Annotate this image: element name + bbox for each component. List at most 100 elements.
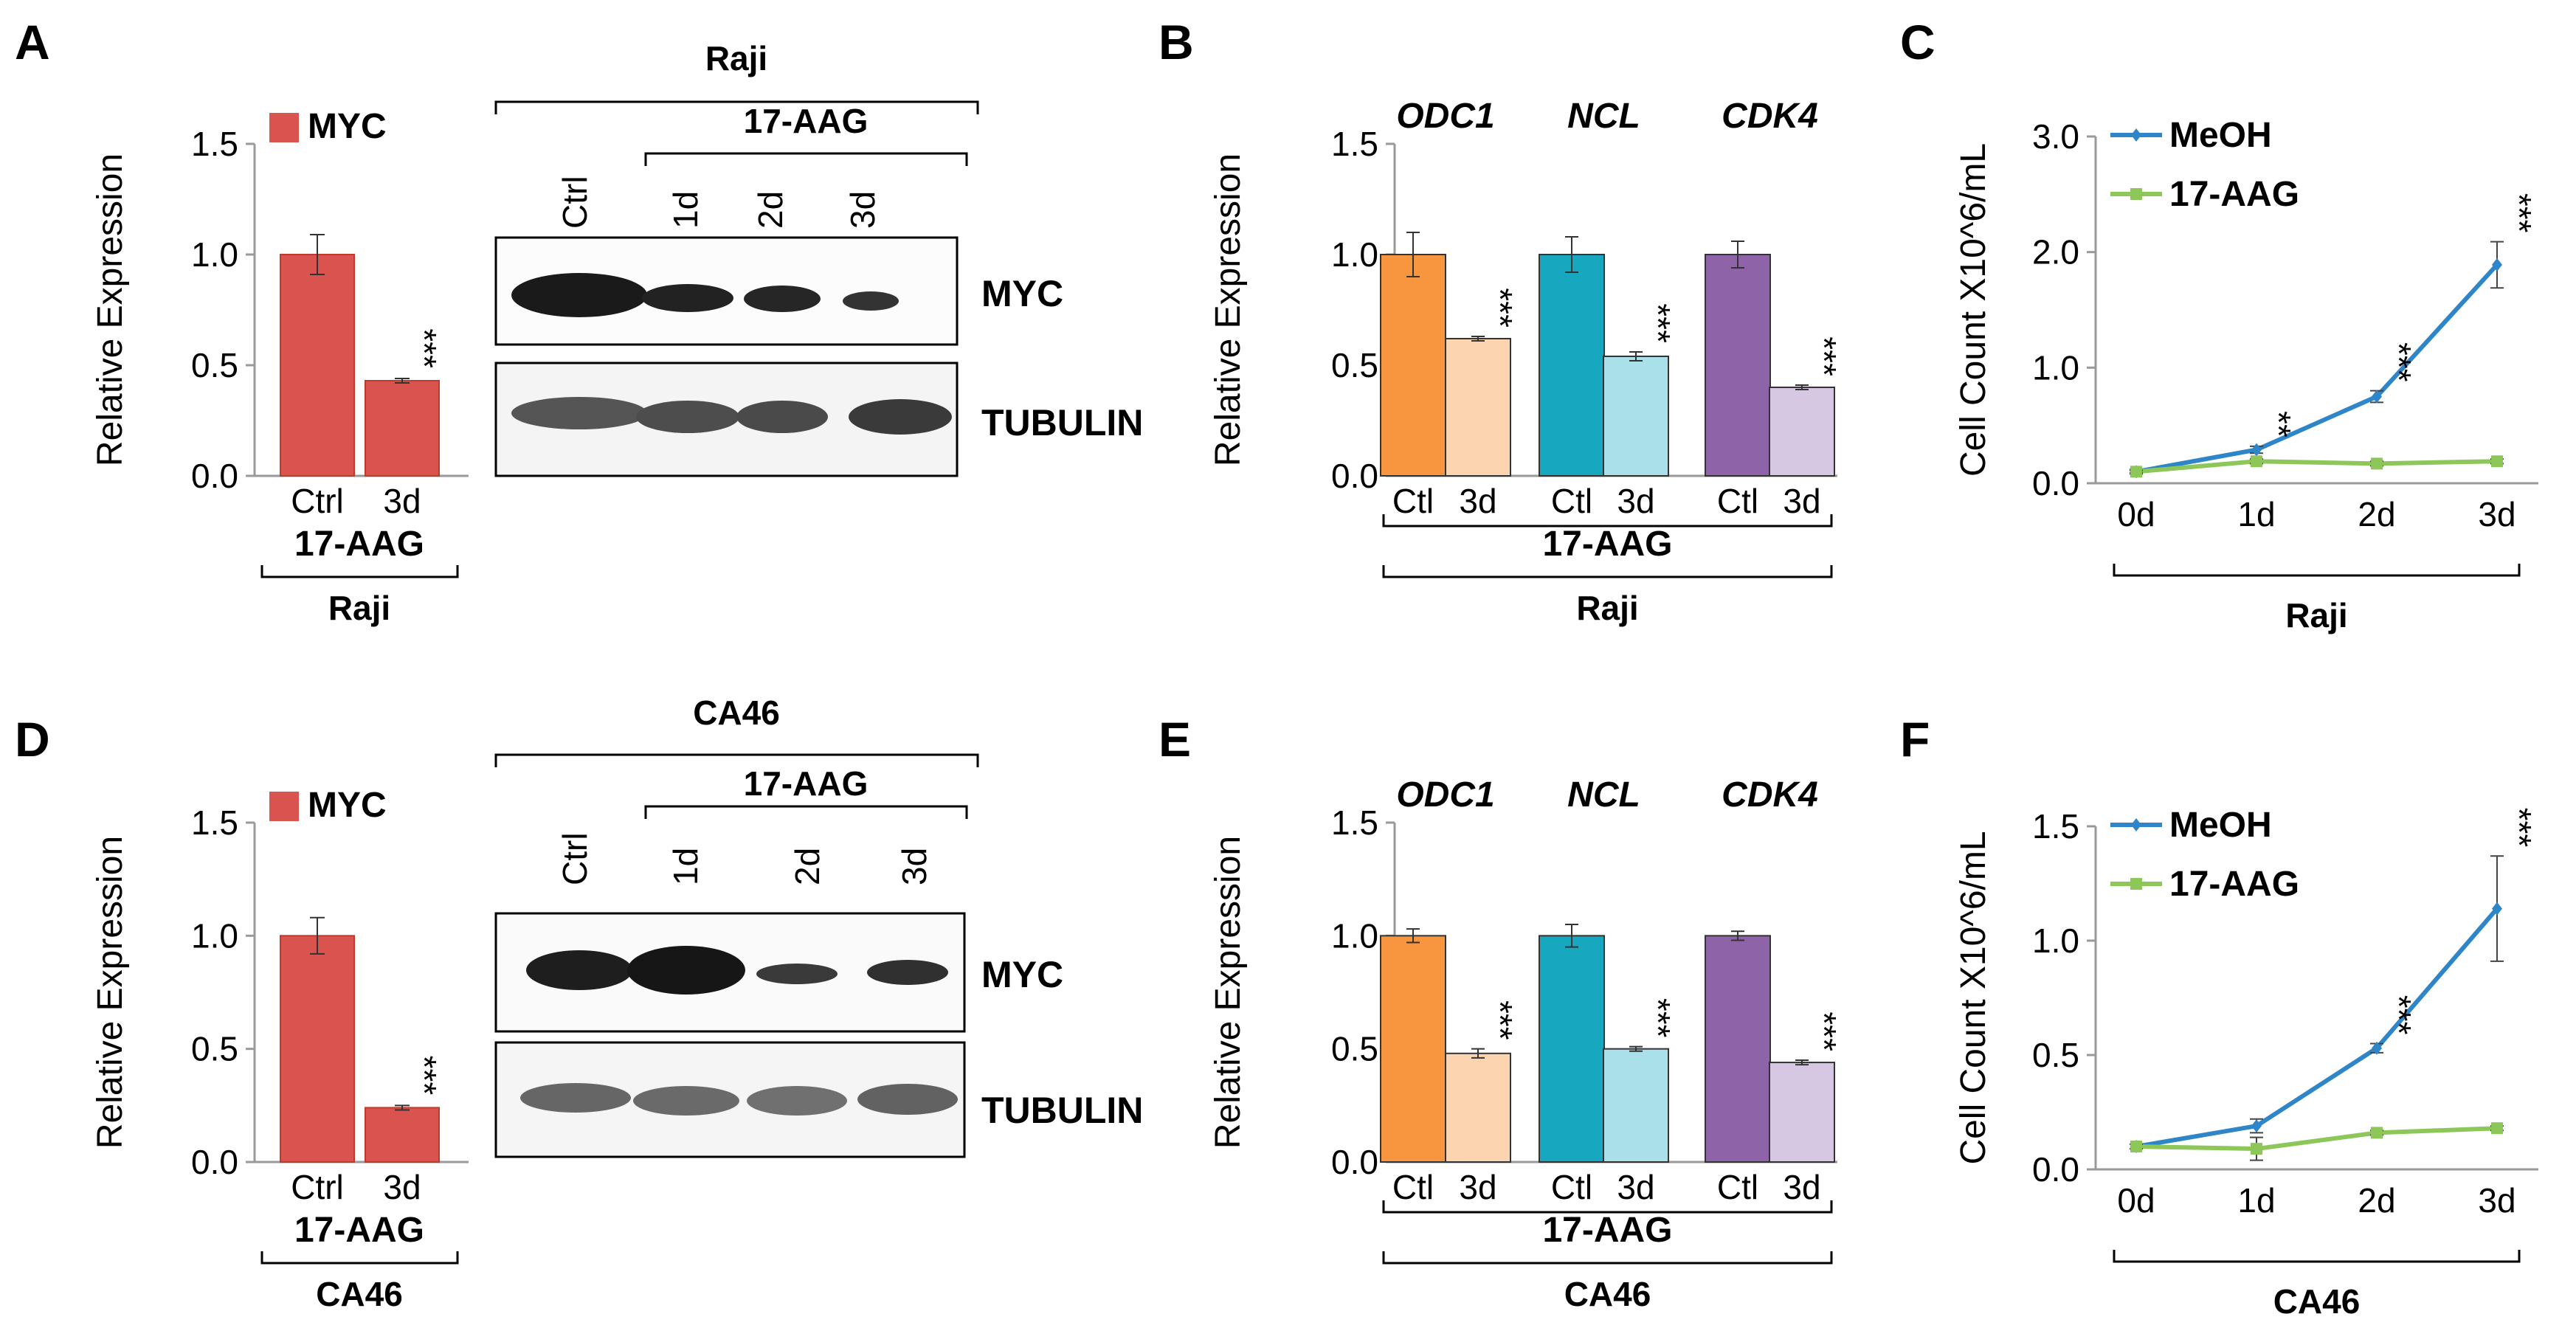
error-bar — [395, 378, 410, 384]
western-blot-raji: Raji 17-AAG Ctrl 1d 2d 3d MYC TUBULIN — [494, 39, 1143, 477]
y-tick-label: 0.5 — [1331, 346, 1378, 384]
x-tick-label: 3d — [383, 482, 421, 520]
panel-label-e: E — [1158, 712, 1191, 767]
cell-line-label: Raji — [1576, 589, 1638, 627]
legend-marker — [2131, 818, 2141, 831]
lane-label-3d: 3d — [843, 191, 882, 229]
bar-3d — [1769, 387, 1835, 477]
error-bar — [1795, 384, 1809, 390]
panel-label-f: F — [1900, 712, 1930, 767]
error-bar — [395, 1104, 410, 1111]
significance-mark: *** — [2380, 342, 2418, 382]
significance-mark: *** — [2380, 995, 2418, 1035]
gene-label: ODC1 — [1396, 775, 1494, 815]
data-point — [2371, 1127, 2383, 1139]
y-tick-label: 0.0 — [2032, 1150, 2079, 1189]
western-cellline-label: CA46 — [693, 694, 780, 732]
western-cellline-label: Raji — [705, 39, 767, 77]
bar-3d — [1603, 356, 1669, 477]
error-bar — [1565, 924, 1578, 948]
blot-label-myc: MYC — [981, 954, 1063, 995]
y-axis-title: Relative Expression — [1209, 153, 1248, 466]
chart-b: 0.0 0.5 1.0 1.5 Relative Expression Ctl *** 3d C… — [1209, 97, 1843, 627]
error-bar — [1629, 1045, 1643, 1052]
y-tick-label: 1.5 — [1331, 803, 1378, 842]
significance-mark: *** — [1805, 1011, 1843, 1051]
series-line-17-aag — [2135, 459, 2498, 474]
x-tick-label: 3d — [2478, 495, 2515, 533]
data-point — [2492, 257, 2502, 272]
x-tick-label: 3d — [2478, 1181, 2515, 1220]
subgroup-bracket — [1382, 514, 1833, 528]
gene-label: NCL — [1567, 775, 1640, 815]
band-myc-2d — [756, 964, 838, 984]
x-tick-label: 1d — [2237, 1181, 2275, 1220]
x-tick-label: 2d — [2358, 495, 2395, 533]
significance-mark: *** — [2500, 808, 2538, 848]
series-line-meoh — [2135, 263, 2499, 474]
group-bracket — [260, 565, 459, 578]
x-tick-label: Ctl — [1551, 482, 1592, 520]
band-myc-3d — [867, 960, 948, 985]
bar-ctl — [1705, 935, 1771, 1163]
y-tick-label: 0.0 — [2032, 464, 2079, 502]
lane-label-1d: 1d — [666, 848, 705, 885]
y-axis-title: Cell Count X10^6/mL — [1954, 143, 1993, 477]
western-drug-label: 17-AAG — [744, 764, 869, 803]
legend-label-myc: MYC — [308, 107, 387, 146]
x-tick-label: Ctl — [1392, 482, 1434, 520]
x-tick-label: Ctl — [1392, 1168, 1434, 1206]
band-tub-1d — [633, 1086, 739, 1116]
error-bar — [1565, 236, 1578, 273]
bar-ctl — [1539, 254, 1605, 477]
band-myc-2d — [744, 286, 821, 312]
panel-label-b: B — [1158, 15, 1194, 69]
gene-label: ODC1 — [1396, 97, 1494, 136]
chart-d: 0.0 0.5 1.0 1.5 Relative Expression Ctrl *** 3d… — [91, 786, 469, 1313]
series-line-meoh — [2135, 907, 2499, 1149]
y-tick-label: 1.0 — [191, 235, 238, 274]
bar-3d — [1445, 1052, 1511, 1163]
band-myc-ctrl — [526, 950, 632, 990]
group-bracket — [2113, 1250, 2521, 1263]
significance-mark: *** — [405, 328, 443, 368]
band-tub-ctrl — [520, 1083, 631, 1113]
bar-3d — [1445, 338, 1511, 477]
y-tick-label: 1.0 — [191, 916, 238, 955]
chart-a: 0.0 0.5 1.0 1.5 Relative Expression Ctrl *** 3d… — [91, 107, 469, 627]
bracket-ca46 — [494, 753, 979, 767]
x-tick-label: 3d — [1783, 1168, 1820, 1206]
x-tick-label: 3d — [1783, 482, 1820, 520]
band-tub-2d — [747, 1086, 847, 1116]
y-axis-title: Relative Expression — [1209, 836, 1248, 1149]
x-tick-label: Ctrl — [291, 1168, 344, 1206]
band-tub-2d — [736, 401, 828, 433]
x-tick-label: 3d — [1459, 482, 1496, 520]
y-tick-label: 1.0 — [1331, 235, 1378, 274]
panel-label-c: C — [1900, 15, 1936, 69]
chart-e: 0.0 0.5 1.0 1.5 Relative Expression Ctl *** 3d C… — [1209, 775, 1843, 1313]
group-bracket — [1382, 565, 1833, 578]
bar-ctrl — [280, 935, 355, 1163]
panel-label-a: A — [15, 15, 50, 69]
band-tub-1d — [636, 401, 739, 433]
band-tub-3d — [849, 399, 952, 435]
significance-mark: *** — [1639, 998, 1677, 1038]
panel-label-d: D — [15, 712, 50, 767]
error-bar — [1731, 241, 1744, 269]
cell-line-label: CA46 — [2273, 1282, 2361, 1321]
significance-mark: *** — [1481, 1000, 1519, 1040]
y-tick-label: 1.5 — [191, 125, 238, 163]
legend-label: 17-AAG — [2169, 175, 2299, 214]
y-axis-title: Relative Expression — [91, 836, 130, 1149]
y-tick-label: 0.0 — [1331, 1143, 1378, 1181]
data-point — [2251, 1119, 2262, 1133]
y-tick-label: 0.5 — [1331, 1030, 1378, 1068]
series-line-17-aag — [2135, 1126, 2498, 1152]
y-tick-label: 2.0 — [2032, 233, 2079, 272]
legend-swatch-myc — [269, 792, 299, 821]
legend-label: 17-AAG — [2169, 865, 2299, 904]
cell-line-label: CA46 — [1564, 1275, 1651, 1313]
y-tick-label: 0.5 — [191, 1030, 238, 1068]
